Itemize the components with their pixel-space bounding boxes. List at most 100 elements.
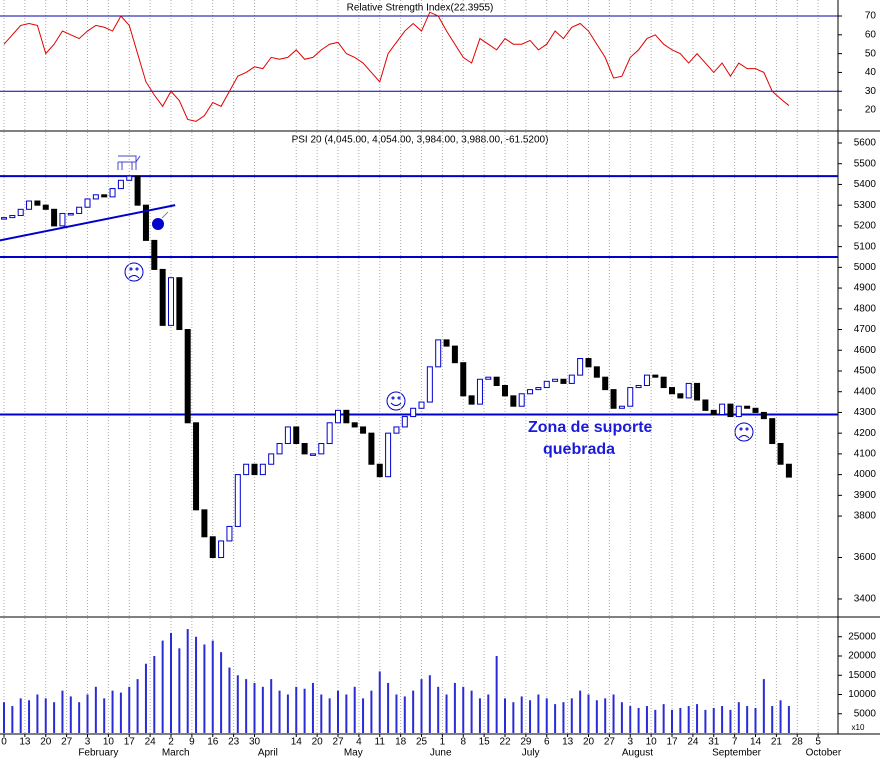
x-tick-label: 23 — [228, 737, 240, 748]
y-tick-label: 4100 — [854, 449, 877, 460]
price-bar — [719, 403, 726, 416]
volume-bar — [136, 679, 139, 733]
price-bar — [26, 200, 33, 210]
volume-bar — [19, 698, 22, 733]
volume-bar — [278, 690, 281, 733]
price-bar — [9, 215, 16, 219]
volume-bar — [94, 686, 97, 733]
volume-bar — [746, 706, 749, 733]
bomb-icon — [152, 211, 169, 230]
volume-bar — [61, 690, 64, 733]
price-bar — [142, 204, 149, 241]
price-bar — [769, 418, 776, 445]
happy-icon — [386, 391, 406, 411]
price-bar — [560, 378, 567, 384]
x-tick-label: 20 — [583, 737, 595, 748]
x-tick-label: 20 — [40, 737, 52, 748]
price-bar — [226, 525, 233, 542]
price-bar — [51, 208, 58, 227]
volume-bar — [178, 648, 181, 733]
volume-bar — [520, 696, 523, 733]
price-bar — [660, 376, 667, 389]
x-tick-label: 22 — [499, 737, 511, 748]
price-bar — [568, 374, 575, 384]
price-bar — [527, 389, 534, 395]
price-bar — [343, 409, 350, 424]
price-bar — [468, 395, 475, 405]
volume-bar — [545, 698, 548, 733]
volume-bar — [671, 709, 673, 733]
price-bar — [702, 399, 709, 411]
price-bar — [618, 405, 625, 409]
price-bar — [627, 387, 634, 407]
y-tick-label: 4000 — [854, 469, 877, 480]
volume-bar — [587, 694, 590, 733]
price-bar — [510, 395, 517, 407]
x-tick-label: 17 — [124, 737, 136, 748]
y-tick-label: 5400 — [854, 179, 877, 190]
y-tick-label: 5500 — [854, 158, 877, 169]
x-tick-label: 0 — [1, 737, 7, 748]
x-tick-label: 30 — [249, 737, 261, 748]
volume-bar — [629, 706, 632, 733]
price-bar — [451, 345, 458, 364]
price-bar — [426, 366, 433, 403]
price-bar — [67, 212, 74, 216]
y-tick-label: 4500 — [854, 366, 877, 377]
volume-bar — [537, 694, 540, 733]
month-label: September — [712, 748, 762, 758]
price-bar — [159, 268, 166, 326]
y-tick-label: 4900 — [854, 283, 877, 294]
price-bar — [134, 175, 141, 206]
volume-bar — [562, 702, 565, 733]
volume-bar — [128, 686, 131, 733]
x-tick-label: 14 — [291, 737, 303, 748]
volume-bar — [228, 667, 231, 733]
y-tick-label: 5000 — [854, 262, 877, 273]
price-bar — [234, 474, 241, 527]
volume-bar — [662, 704, 665, 733]
volume-bar — [729, 709, 732, 733]
volume-bar — [721, 706, 724, 733]
y-tick-label: 5600 — [854, 138, 877, 149]
price-bar — [735, 405, 742, 418]
price-bar — [276, 443, 283, 455]
x-tick-label: 11 — [375, 737, 386, 748]
price-bar — [435, 339, 442, 368]
price-bar — [393, 426, 400, 434]
y-tick-label: 40 — [865, 67, 877, 78]
volume-bar — [462, 686, 465, 733]
price-bar — [42, 204, 49, 210]
volume-bar — [170, 632, 172, 733]
volume-bar — [144, 663, 147, 733]
volume-bar — [211, 640, 214, 733]
month-label: March — [162, 748, 190, 758]
price-bar — [318, 443, 325, 455]
y-tick-label: 70 — [865, 11, 877, 22]
month-label: May — [344, 748, 363, 758]
x-tick-label: 10 — [103, 737, 115, 748]
volume-bar — [78, 702, 81, 733]
x-tick-label: 14 — [750, 737, 762, 748]
x-tick-label: 28 — [792, 737, 804, 748]
price-bar — [34, 200, 41, 206]
price-bar — [168, 277, 174, 326]
price-bar — [251, 463, 258, 476]
volume-bar — [11, 706, 14, 733]
volume-bar — [654, 709, 657, 733]
volume-bar — [704, 709, 707, 733]
volume-bar — [295, 686, 298, 733]
price-bar — [259, 463, 266, 476]
volume-bar — [203, 644, 206, 733]
price-bar — [368, 432, 375, 465]
price-bar — [309, 453, 316, 456]
price-bar — [760, 411, 767, 420]
annotation: quebrada — [543, 441, 615, 458]
volume-bar — [311, 682, 314, 733]
price-bar — [218, 540, 225, 559]
volume-bar — [103, 698, 106, 733]
price-bar — [17, 208, 24, 217]
volume-bar — [754, 707, 757, 733]
price-bar — [109, 188, 116, 198]
